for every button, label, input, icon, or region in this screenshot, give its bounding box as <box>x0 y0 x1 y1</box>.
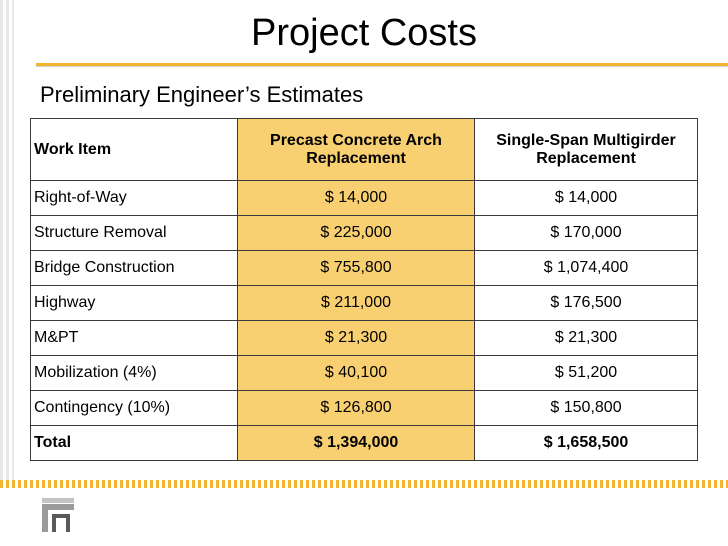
table-row: Structure Removal $ 225,000 $ 170,000 <box>30 215 698 251</box>
table-total-row: Total $ 1,394,000 $ 1,658,500 <box>30 425 698 461</box>
header-precast-arch: Precast Concrete Arch Replacement <box>237 118 475 181</box>
row-girder-cost: $ 21,300 <box>474 320 698 356</box>
table-row: Highway $ 211,000 $ 176,500 <box>30 285 698 321</box>
row-item-label: Mobilization (4%) <box>30 355 238 391</box>
total-label: Total <box>30 425 238 461</box>
row-item-label: Bridge Construction <box>30 250 238 286</box>
row-arch-cost: $ 21,300 <box>237 320 475 356</box>
left-decorative-stripe <box>0 0 14 480</box>
row-girder-cost: $ 176,500 <box>474 285 698 321</box>
row-arch-cost: $ 126,800 <box>237 390 475 426</box>
cost-estimate-table: Work Item Precast Concrete Arch Replacem… <box>30 118 698 461</box>
company-logo-icon <box>42 498 74 532</box>
row-item-label: Structure Removal <box>30 215 238 251</box>
row-girder-cost: $ 170,000 <box>474 215 698 251</box>
title-underline <box>36 63 728 66</box>
table-row: Right-of-Way $ 14,000 $ 14,000 <box>30 180 698 216</box>
table-header-row: Work Item Precast Concrete Arch Replacem… <box>30 118 698 181</box>
row-arch-cost: $ 755,800 <box>237 250 475 286</box>
table-row: M&PT $ 21,300 $ 21,300 <box>30 320 698 356</box>
row-item-label: M&PT <box>30 320 238 356</box>
row-item-label: Highway <box>30 285 238 321</box>
total-girder-cost: $ 1,658,500 <box>474 425 698 461</box>
title-underline-shadow <box>36 66 728 67</box>
row-girder-cost: $ 1,074,400 <box>474 250 698 286</box>
table-row: Mobilization (4%) $ 40,100 $ 51,200 <box>30 355 698 391</box>
row-arch-cost: $ 14,000 <box>237 180 475 216</box>
footer-accent-band <box>0 480 728 488</box>
total-arch-cost: $ 1,394,000 <box>237 425 475 461</box>
table-row: Bridge Construction $ 755,800 $ 1,074,40… <box>30 250 698 286</box>
row-arch-cost: $ 211,000 <box>237 285 475 321</box>
slide-title: Project Costs <box>251 12 477 54</box>
header-work-item: Work Item <box>30 118 238 181</box>
row-girder-cost: $ 51,200 <box>474 355 698 391</box>
row-item-label: Contingency (10%) <box>30 390 238 426</box>
header-multigirder: Single-Span Multigirder Replacement <box>474 118 698 181</box>
row-girder-cost: $ 150,800 <box>474 390 698 426</box>
row-arch-cost: $ 40,100 <box>237 355 475 391</box>
row-item-label: Right-of-Way <box>30 180 238 216</box>
table-row: Contingency (10%) $ 126,800 $ 150,800 <box>30 390 698 426</box>
slide-subtitle: Preliminary Engineer’s Estimates <box>40 82 364 107</box>
row-girder-cost: $ 14,000 <box>474 180 698 216</box>
row-arch-cost: $ 225,000 <box>237 215 475 251</box>
